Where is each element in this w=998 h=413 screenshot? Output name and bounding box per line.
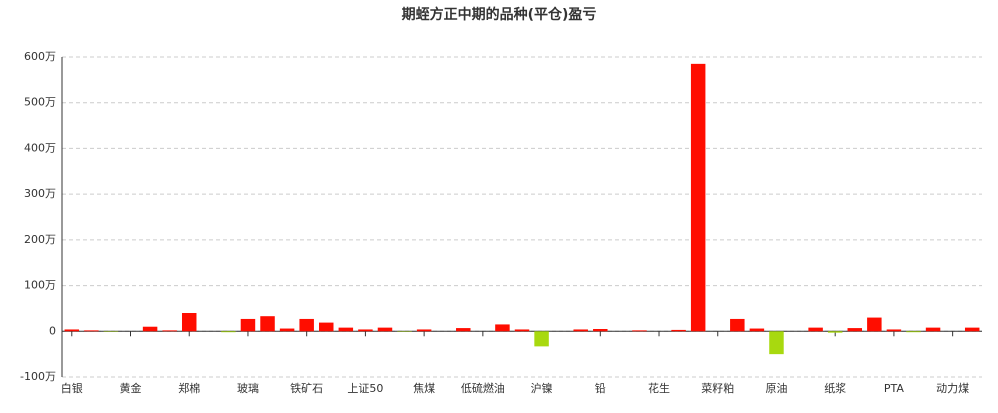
bar [142, 326, 158, 332]
bar [162, 330, 177, 332]
x-tick-label: 上证50 [347, 382, 383, 395]
bar [319, 322, 334, 332]
bar [906, 331, 921, 333]
bar [299, 318, 314, 332]
bar [338, 327, 354, 332]
y-tick-label: 400万 [24, 141, 56, 154]
y-tick-label: 600万 [24, 50, 56, 63]
x-tick-label: 白银 [61, 381, 83, 395]
bar [749, 328, 765, 332]
bar [867, 317, 882, 332]
y-tick-label: 500万 [24, 96, 56, 109]
bar [416, 329, 432, 332]
bar [377, 327, 393, 332]
bar [808, 327, 823, 332]
x-tick-label: 沪镍 [531, 381, 553, 395]
y-tick-label: 300万 [24, 187, 56, 200]
bar [886, 329, 902, 332]
bar [181, 313, 197, 332]
x-tick-label: 铁矿石 [290, 382, 323, 395]
x-tick-label: 花生 [648, 381, 670, 395]
bar [632, 330, 647, 332]
x-tick-label: PTA [884, 382, 904, 395]
bar [847, 328, 863, 332]
y-tick-label: -100万 [20, 370, 56, 383]
x-tick-label: 低硫燃油 [461, 381, 505, 395]
bar [221, 331, 236, 333]
x-tick-label: 纸浆 [824, 381, 846, 395]
x-tick-label: 焦煤 [413, 382, 435, 395]
bar [925, 327, 941, 332]
x-tick-label: 玻璃 [237, 381, 259, 395]
x-tick-label: 原油 [765, 381, 787, 395]
bar [456, 328, 471, 332]
bar [260, 316, 275, 332]
bar [495, 324, 510, 332]
chart-title: 期蛭方正中期的品种(平仓)盈亏 [402, 6, 597, 23]
y-tick-label: 100万 [24, 279, 56, 292]
x-tick-label: 黄金 [120, 381, 142, 395]
y-tick-label: 200万 [24, 233, 56, 246]
bar [84, 330, 99, 332]
bar [279, 328, 295, 332]
x-tick-label: 动力煤 [936, 382, 969, 395]
bar [358, 329, 373, 332]
x-tick-label: 郑棉 [178, 381, 200, 395]
bar [964, 327, 980, 332]
bar [769, 331, 784, 355]
bar [240, 318, 256, 332]
y-tick-label: 0 [49, 324, 56, 337]
bar [593, 329, 608, 332]
x-tick-label: 铅 [595, 381, 606, 395]
bar [730, 318, 745, 332]
bar [514, 329, 530, 332]
bar [534, 331, 549, 347]
bar [671, 329, 686, 332]
bar [573, 329, 588, 332]
bar [827, 331, 843, 333]
bar [690, 63, 706, 332]
bar [64, 329, 80, 332]
x-tick-label: 菜籽粕 [701, 381, 734, 395]
